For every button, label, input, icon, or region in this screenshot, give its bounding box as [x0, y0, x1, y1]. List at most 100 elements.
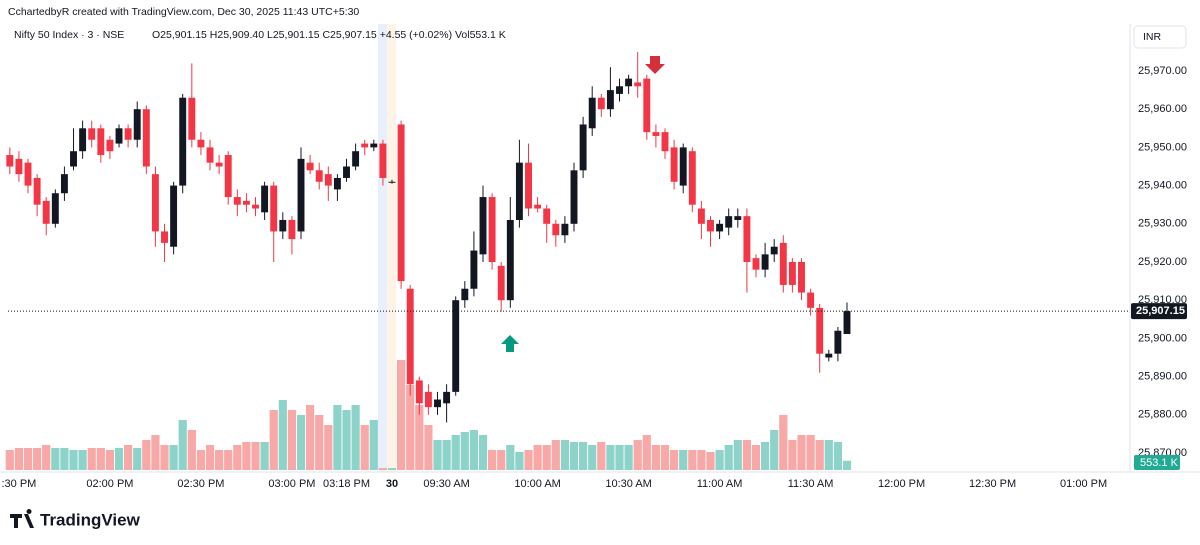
candle-body [716, 223, 724, 232]
currency[interactable]: INR [1143, 31, 1162, 43]
volume-bar [488, 450, 497, 470]
volume-bar [187, 430, 196, 470]
x-tick-label: 30 [386, 478, 398, 490]
ohlc-legend: O25,901.15 H25,909.40 L25,901.15 C25,907… [152, 29, 506, 41]
x-tick-label: 12:00 PM [878, 478, 925, 490]
candle-body [279, 219, 287, 232]
volume-bar [569, 442, 579, 470]
x-tick-label: 11:30 AM [788, 478, 834, 490]
candle-body [816, 307, 824, 354]
volume-bar [842, 460, 852, 470]
candle-body [725, 216, 733, 228]
candle-body [352, 151, 360, 167]
candle-body [215, 162, 223, 167]
candle-body [33, 177, 41, 205]
volume-bar [560, 440, 569, 470]
volume-bar [133, 448, 142, 470]
candle-body [606, 90, 614, 110]
y-tick-label: 25,950.00 [1138, 141, 1187, 153]
candle-body [807, 292, 815, 308]
candle-body [534, 204, 542, 209]
volume-bar [160, 445, 169, 470]
volume-bar [360, 425, 369, 470]
last-price-box [1131, 303, 1187, 320]
candle-body [142, 109, 150, 167]
volume-bar [424, 425, 433, 470]
volume-bar [551, 440, 560, 470]
volume-bar [469, 430, 479, 470]
candle-body [570, 170, 578, 224]
candle-body [697, 208, 705, 224]
volume-bar [324, 425, 333, 470]
candle-body [333, 177, 341, 190]
candle-body [188, 97, 196, 140]
attribution: CchartedbyR created with TradingView.com… [8, 6, 359, 18]
volume-bar [96, 448, 105, 470]
candle-body [707, 219, 714, 232]
volume-bar [78, 450, 87, 470]
plot-area [5, 51, 852, 470]
candle-body [161, 231, 168, 243]
volume-bar [406, 385, 415, 470]
volume-bar [369, 420, 378, 470]
candle-body [361, 143, 369, 148]
volume-bar [269, 410, 278, 470]
last-price-label: 25,907.15 [1136, 305, 1185, 317]
volume-bar [770, 430, 779, 470]
candle-body [452, 300, 460, 392]
volume-bar [788, 440, 797, 470]
x-tick-label: 09:30 AM [423, 478, 469, 490]
logo-mark [10, 509, 34, 528]
candle-body [179, 97, 187, 186]
volume-bar [333, 405, 342, 470]
candle-body [288, 219, 296, 240]
volume-bar [433, 440, 442, 470]
candle-body [470, 250, 478, 289]
candle-body [261, 185, 269, 213]
volume-bar [524, 450, 533, 470]
candle-body [106, 139, 114, 152]
candle-body [306, 162, 314, 171]
volume-bar [415, 405, 424, 470]
symbol: Nifty 50 Index · 3 · NSE [14, 29, 124, 41]
candle-body [552, 223, 560, 236]
volume-bar [114, 448, 124, 470]
candle-body [834, 330, 842, 354]
volume-bar [478, 435, 488, 470]
candle-body [370, 143, 378, 148]
candle-body [779, 242, 787, 285]
candle-body [588, 97, 596, 129]
x-tick-label: 12:30 PM [969, 478, 1016, 490]
candle-body [324, 174, 332, 186]
x-tick-label: 11:00 AM [697, 478, 743, 490]
candle-body [788, 261, 796, 285]
candle-body [515, 162, 523, 220]
candle-body [297, 158, 305, 232]
volume-bar [451, 435, 460, 470]
volume-bar [260, 442, 269, 470]
candle-body [343, 166, 350, 178]
volume-bar [633, 440, 642, 470]
volume-bar [615, 445, 624, 470]
volume-bar [597, 442, 606, 470]
candle-body [24, 162, 32, 186]
volume-bar [87, 448, 96, 470]
candle-body [670, 147, 678, 182]
candle-body [6, 155, 14, 167]
volume-bar [5, 450, 14, 470]
volume-bar [733, 440, 742, 470]
x-tick-label: 02:00 PM [86, 478, 133, 490]
volume-bar [460, 432, 469, 470]
candle-body [825, 353, 833, 358]
volume-bar [688, 450, 697, 470]
y-tick-label: 25,890.00 [1138, 371, 1187, 383]
candle-body [197, 139, 205, 148]
volume-bar [351, 405, 360, 470]
volume-bar [697, 450, 706, 470]
volume-bar [679, 450, 688, 470]
candle-body [743, 216, 751, 262]
candle-body [124, 128, 132, 140]
volume-bar [515, 452, 524, 470]
currency-button[interactable] [1133, 25, 1187, 49]
